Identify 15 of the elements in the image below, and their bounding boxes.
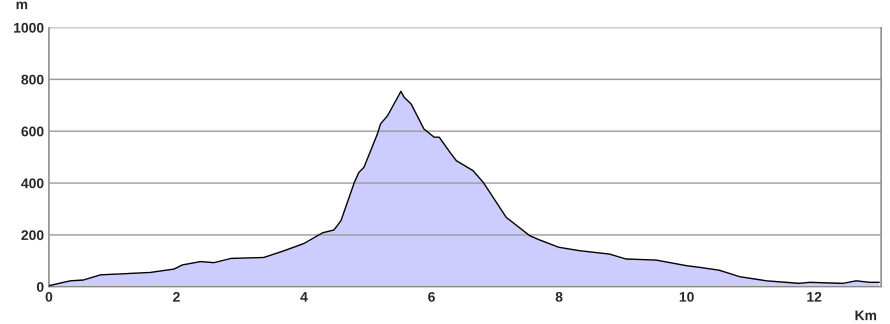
x-tick-label: 10	[680, 292, 694, 302]
x-tick-label: 12	[807, 292, 822, 302]
x-axis-title: Km	[855, 310, 876, 320]
y-tick-label: 200	[21, 230, 44, 240]
y-tick-label: 400	[21, 178, 44, 188]
y-tick-label: 800	[21, 74, 44, 85]
x-tick-label: 6	[428, 292, 435, 302]
x-tick-label: 8	[556, 292, 563, 302]
x-tick-label: 4	[300, 292, 308, 302]
y-tick-label: 0	[36, 282, 44, 292]
y-tick-label: 1000	[14, 22, 44, 33]
y-axis-title: m	[16, 2, 28, 10]
x-tick-label: 0	[46, 292, 52, 302]
y-tick-label: 600	[21, 126, 44, 136]
x-tick-label: 2	[173, 292, 180, 302]
